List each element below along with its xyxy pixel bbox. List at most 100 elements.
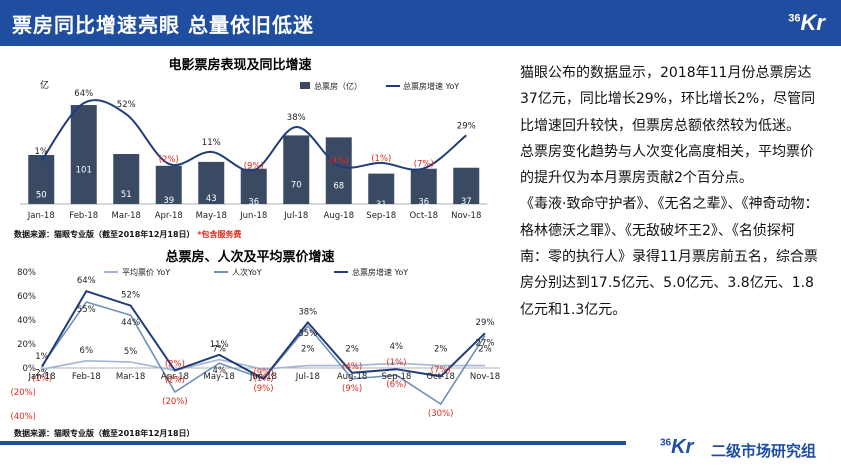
point-label-0-Apr-18: (2%) bbox=[165, 375, 185, 385]
x-tick-Feb-18: Feb-18 bbox=[69, 211, 98, 221]
growth-chart: 80% 60% 40% 20% 0% (20%) (40%) 平均票价 YoY 人次YoY 总票房… bbox=[10, 267, 500, 422]
point-label-2-Oct-18: (7%) bbox=[431, 365, 451, 375]
x-tick-Sep-18: Sep-18 bbox=[381, 372, 411, 382]
point-label-0-Jul-18: 2% bbox=[301, 345, 315, 355]
bar-value-label: 50 bbox=[36, 191, 47, 201]
y-tick: 60% bbox=[17, 292, 36, 302]
legend-label-2: 总票房增速 YoY bbox=[352, 267, 408, 277]
bar-value-label: 43 bbox=[206, 194, 217, 204]
x-tick-Mar-18: Mar-18 bbox=[116, 372, 145, 382]
point-label-2-Jun-18: (9%) bbox=[253, 368, 273, 378]
bar-Jul-18 bbox=[283, 135, 310, 204]
bar-value-label: 36 bbox=[418, 197, 429, 207]
chart2-title: 总票房、人次及平均票价增速 bbox=[165, 250, 335, 265]
point-label-1-Jun-18: (9%) bbox=[253, 384, 273, 394]
footer-text: 二级市场研究组 bbox=[711, 442, 817, 460]
point-label-0-May-18: 7% bbox=[212, 345, 226, 355]
bar-value-label: 101 bbox=[76, 166, 92, 176]
x-tick-Apr-18: Apr-18 bbox=[155, 211, 183, 221]
yoy-label-May-18: 11% bbox=[202, 138, 221, 148]
yoy-label-Jul-18: 38% bbox=[287, 113, 306, 123]
point-label-1-Feb-18: 55% bbox=[77, 305, 96, 315]
brand-logo: 36Kr bbox=[788, 10, 825, 35]
bar-value-label: 70 bbox=[291, 181, 302, 191]
point-label-2-Jul-18: 38% bbox=[298, 307, 317, 317]
commentary-paragraph-2: 总票房变化趋势与人次变化高度相关，平均票价的提升仅为本月票房贡献2个百分点。 bbox=[520, 143, 814, 187]
yoy-label-Sep-18: (1%) bbox=[371, 154, 391, 164]
yoy-label-Mar-18: 52% bbox=[117, 100, 136, 110]
point-label-2-Nov-18: 29% bbox=[476, 318, 495, 328]
bar-value-label: 68 bbox=[333, 182, 344, 192]
point-label-2-May-18: 11% bbox=[210, 340, 229, 350]
x-tick-Nov-18: Nov-18 bbox=[470, 372, 500, 382]
point-label-2-Jan-18: 1% bbox=[35, 352, 49, 362]
point-label-2-Aug-18: (4%) bbox=[342, 362, 362, 372]
x-tick-Sep-18: Sep-18 bbox=[366, 211, 396, 221]
y-tick: 40% bbox=[17, 316, 36, 326]
commentary: 猫眼公布的数据显示，2018年11月份总票房达37亿元，同比增长29%，环比增长… bbox=[520, 60, 820, 323]
x-tick-Jan-18: Jan-18 bbox=[28, 372, 56, 382]
chart1-source: 数据来源：猫眼专业版（截至2018年12月18日） *包含服务费 bbox=[14, 229, 242, 240]
point-label-1-Aug-18: (9%) bbox=[342, 384, 362, 394]
point-label-0-Nov-18: 2% bbox=[478, 345, 492, 355]
y-tick: 0% bbox=[23, 364, 37, 374]
bar-Aug-18 bbox=[325, 137, 352, 204]
point-label-2-Apr-18: (2%) bbox=[165, 359, 185, 369]
x-tick-Oct-18: Oct-18 bbox=[426, 372, 455, 382]
point-label-2-Sep-18: (1%) bbox=[386, 358, 406, 368]
point-label-0-Mar-18: 5% bbox=[124, 347, 138, 357]
x-tick-Aug-18: Aug-18 bbox=[337, 372, 367, 382]
series-line-2 bbox=[41, 290, 486, 381]
bar-Nov-18 bbox=[453, 167, 480, 204]
x-tick-Jun-18: Jun-18 bbox=[249, 372, 277, 382]
point-label-1-Sep-18: (6%) bbox=[386, 380, 406, 390]
yoy-label-Aug-18: (4%) bbox=[329, 157, 349, 167]
chart1-note: *包含服务费 bbox=[197, 230, 242, 239]
point-label-2-Feb-18: 64% bbox=[77, 276, 96, 286]
bar-Feb-18 bbox=[70, 105, 97, 204]
point-label-0-Jun-18: (1%) bbox=[253, 374, 273, 384]
chart2-source: 数据来源：猫眼专业版（截至2018年12月18日） bbox=[14, 429, 195, 438]
y-tick: (20%) bbox=[10, 388, 36, 398]
chart1-unit-label: 亿 bbox=[40, 79, 49, 91]
bar-Apr-18 bbox=[155, 165, 182, 204]
x-tick-Apr-18: Apr-18 bbox=[161, 372, 189, 382]
x-tick-Jul-18: Jul-18 bbox=[283, 211, 308, 221]
x-tick-Aug-18: Aug-18 bbox=[324, 211, 354, 221]
point-label-0-Sep-18: 4% bbox=[390, 342, 404, 352]
y-tick: 80% bbox=[17, 268, 36, 278]
yoy-label-Jan-18: 1% bbox=[35, 147, 49, 157]
bar-value-label: 39 bbox=[163, 196, 174, 206]
x-tick-May-18: May-18 bbox=[204, 372, 235, 382]
x-tick-Feb-18: Feb-18 bbox=[72, 372, 101, 382]
chart1-title: 电影票房表现及同比增速 bbox=[168, 58, 312, 73]
legend-label-0: 平均票价 YoY bbox=[122, 267, 170, 277]
y-tick: (40%) bbox=[10, 412, 36, 422]
commentary-paragraph-3: 《毒液·致命守护者》、《无名之辈》、《神奇动物：格林德沃之罪》、《无敌破坏王2》… bbox=[520, 196, 819, 318]
x-tick-Jul-18: Jul-18 bbox=[295, 372, 320, 382]
point-label-1-Jul-18: 35% bbox=[298, 329, 317, 339]
x-tick-May-18: May-18 bbox=[196, 211, 227, 221]
point-label-1-Jan-18: 2% bbox=[35, 369, 49, 379]
yoy-label-Jun-18: (9%) bbox=[244, 161, 264, 171]
yoy-label-Feb-18: 64% bbox=[74, 89, 93, 99]
point-label-1-Mar-18: 44% bbox=[121, 318, 140, 328]
yoy-label-Apr-18: (2%) bbox=[159, 155, 179, 165]
box-office-chart: 亿 总票房（亿） 总票房增速 YoY 50 101 51 39 43 36 70 68 31 36 37 1… bbox=[20, 79, 488, 221]
y-tick: 20% bbox=[17, 340, 36, 350]
header-bar: 票房同比增速亮眼 总量依旧低迷 36Kr bbox=[0, 0, 841, 46]
bar-Jun-18 bbox=[240, 168, 267, 204]
bar-value-label: 36 bbox=[248, 197, 259, 207]
page-title: 票房同比增速亮眼 总量依旧低迷 bbox=[12, 13, 314, 37]
bar-Oct-18 bbox=[410, 168, 437, 204]
bar-Mar-18 bbox=[113, 154, 140, 204]
bar-value-label: 51 bbox=[121, 190, 132, 200]
yoy-label-Oct-18: (7%) bbox=[414, 159, 434, 169]
x-tick-Nov-18: Nov-18 bbox=[451, 211, 481, 221]
bar-Jan-18 bbox=[28, 155, 55, 204]
x-tick-Jan-18: Jan-18 bbox=[27, 211, 55, 221]
series-line-0 bbox=[41, 358, 485, 372]
bar-value-label: 37 bbox=[461, 197, 472, 207]
point-label-1-May-18: 4% bbox=[212, 366, 226, 376]
yoy-label-Nov-18: 29% bbox=[457, 121, 476, 131]
